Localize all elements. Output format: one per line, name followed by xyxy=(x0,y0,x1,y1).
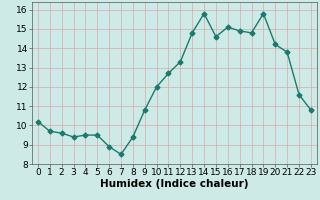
X-axis label: Humidex (Indice chaleur): Humidex (Indice chaleur) xyxy=(100,179,249,189)
